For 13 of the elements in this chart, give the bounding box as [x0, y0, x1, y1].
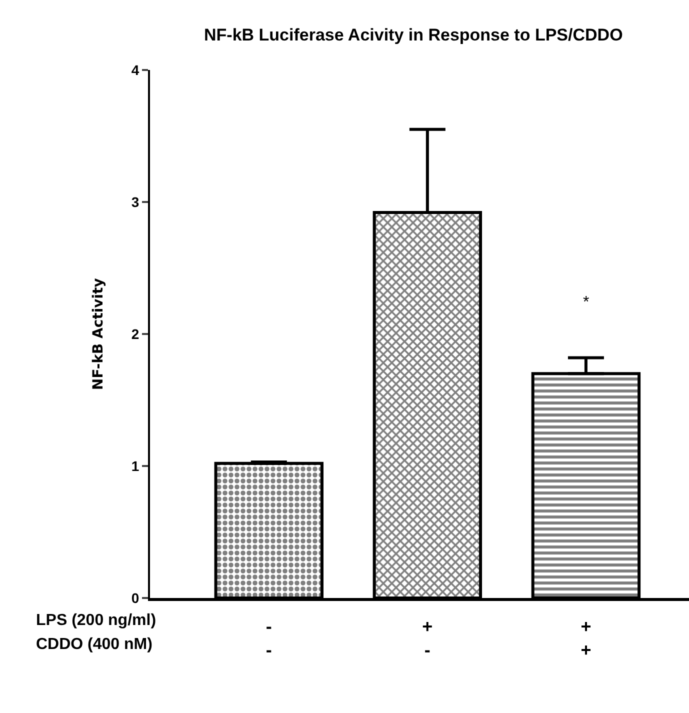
- y-tick-label: 3: [131, 194, 140, 210]
- y-tick-label: 4: [131, 62, 140, 78]
- y-axis-title: NF-kB Activity: [90, 278, 107, 390]
- y-tick-label: 2: [131, 326, 140, 342]
- text: LPS (200 ng/ml): [36, 612, 156, 629]
- chart-title: NF-kB Luciferase Acivity in Response to LPS/CDDO: [204, 25, 623, 44]
- y-tick-label: 1: [131, 458, 140, 474]
- y-tick-label: 0: [131, 590, 140, 606]
- x-tick-label: + +: [580, 616, 592, 660]
- x-tick-label: + -: [422, 616, 433, 660]
- annotation: *: [583, 294, 590, 311]
- text: CDDO (400 nM): [36, 636, 152, 653]
- x-tick-label: - -: [266, 616, 272, 660]
